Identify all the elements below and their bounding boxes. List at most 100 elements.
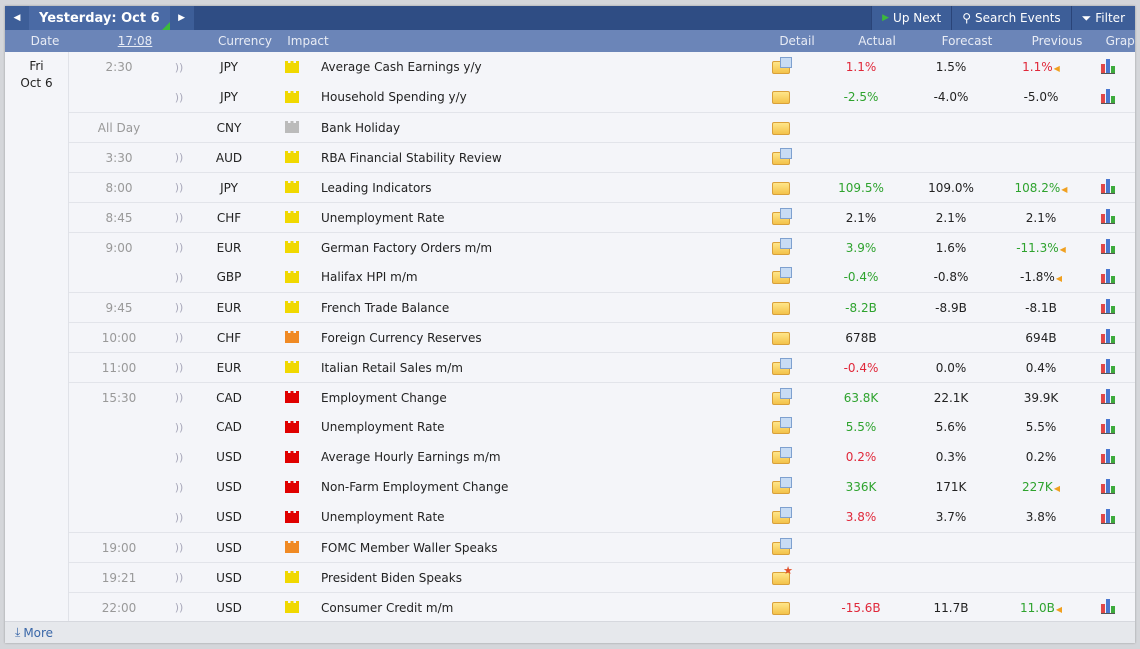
event-title[interactable]: Foreign Currency Reserves	[321, 330, 482, 345]
graph-icon[interactable]	[1101, 239, 1115, 254]
graph-icon[interactable]	[1101, 88, 1115, 104]
up-next-button[interactable]: ▶ Up Next	[871, 6, 952, 30]
graph-icon[interactable]	[1101, 179, 1115, 194]
event-row[interactable]: 11:00 )) EUR Italian Retail Sales m/m -0…	[69, 352, 1135, 382]
detail-folder-icon[interactable]	[772, 207, 792, 225]
impact-holiday-icon[interactable]	[285, 121, 299, 133]
detail-folder-icon[interactable]	[772, 181, 790, 195]
detail-folder-icon[interactable]	[772, 477, 792, 494]
detail-folder-icon[interactable]	[772, 267, 792, 284]
event-row[interactable]: )) CAD Unemployment Rate 5.5% 5.6% 5.5%	[69, 412, 1135, 442]
event-row[interactable]: 19:00 )) USD FOMC Member Waller Speaks	[69, 532, 1135, 562]
detail-folder-icon[interactable]	[772, 147, 792, 165]
event-row[interactable]: All Day CNY Bank Holiday	[69, 112, 1135, 142]
detail-folder-icon[interactable]	[772, 601, 790, 615]
impact-low-icon[interactable]	[285, 301, 299, 313]
revised-arrow-icon[interactable]: ◀	[1059, 244, 1066, 254]
event-row[interactable]: )) USD Unemployment Rate 3.8% 3.7% 3.8%	[69, 502, 1135, 532]
sound-alert-icon[interactable]: ))	[174, 541, 184, 554]
sound-alert-icon[interactable]: ))	[174, 60, 184, 74]
sound-alert-icon[interactable]: ))	[174, 361, 184, 374]
filter-button[interactable]: ⏷ Filter	[1070, 6, 1135, 30]
event-row[interactable]: 9:00 )) EUR German Factory Orders m/m 3.…	[69, 232, 1135, 262]
sound-alert-icon[interactable]: ))	[174, 90, 184, 104]
impact-high-icon[interactable]	[285, 450, 299, 463]
impact-medium-icon[interactable]	[285, 331, 299, 343]
event-title[interactable]: Unemployment Rate	[321, 210, 445, 225]
current-day-tab[interactable]: Yesterday: Oct 6	[29, 6, 170, 30]
graph-icon[interactable]	[1101, 299, 1115, 314]
impact-low-icon[interactable]	[285, 571, 299, 583]
event-title[interactable]: Leading Indicators	[321, 180, 432, 195]
event-title[interactable]: Unemployment Rate	[321, 510, 445, 524]
graph-icon[interactable]	[1101, 448, 1115, 464]
event-title[interactable]: President Biden Speaks	[321, 570, 462, 585]
impact-low-icon[interactable]	[285, 211, 299, 223]
graph-icon[interactable]	[1101, 478, 1115, 494]
event-title[interactable]: Halifax HPI m/m	[321, 270, 418, 284]
sound-alert-icon[interactable]: ))	[174, 601, 184, 614]
impact-medium-icon[interactable]	[285, 541, 299, 553]
detail-folder-icon[interactable]	[772, 564, 793, 585]
detail-folder-icon[interactable]	[772, 447, 792, 464]
detail-folder-icon[interactable]	[772, 537, 792, 555]
graph-icon[interactable]	[1101, 359, 1115, 374]
event-title[interactable]: Bank Holiday	[321, 120, 401, 135]
graph-icon[interactable]	[1101, 58, 1115, 74]
detail-folder-icon[interactable]	[772, 121, 790, 135]
sound-alert-icon[interactable]: ))	[174, 331, 184, 344]
sound-alert-icon[interactable]: ))	[174, 241, 184, 254]
impact-high-icon[interactable]	[285, 510, 299, 523]
graph-icon[interactable]	[1101, 268, 1115, 284]
event-row[interactable]: )) USD Average Hourly Earnings m/m 0.2% …	[69, 442, 1135, 472]
detail-folder-icon[interactable]	[772, 357, 792, 375]
detail-folder-icon[interactable]	[772, 237, 792, 255]
event-title[interactable]: French Trade Balance	[321, 300, 450, 315]
sound-alert-icon[interactable]: ))	[174, 510, 184, 524]
sound-alert-icon[interactable]: ))	[174, 151, 184, 164]
graph-icon[interactable]	[1101, 389, 1115, 404]
event-title[interactable]: German Factory Orders m/m	[321, 240, 493, 255]
revised-arrow-icon[interactable]: ◀	[1055, 604, 1063, 614]
sound-alert-icon[interactable]: ))	[174, 270, 184, 284]
detail-folder-icon[interactable]	[772, 301, 790, 315]
event-title[interactable]: Consumer Credit m/m	[321, 600, 454, 615]
more-button[interactable]: ⤓ More	[5, 621, 1135, 643]
next-day-button[interactable]: ▶	[169, 6, 194, 30]
impact-low-icon[interactable]	[285, 90, 299, 103]
event-title[interactable]: Average Cash Earnings y/y	[321, 60, 482, 74]
impact-low-icon[interactable]	[285, 270, 299, 283]
impact-low-icon[interactable]	[285, 601, 299, 613]
event-row[interactable]: 8:45 )) CHF Unemployment Rate 2.1% 2.1% …	[69, 202, 1135, 232]
event-title[interactable]: Italian Retail Sales m/m	[321, 360, 463, 375]
event-row[interactable]: )) USD Non-Farm Employment Change 336K 1…	[69, 472, 1135, 502]
event-title[interactable]: FOMC Member Waller Speaks	[321, 540, 498, 555]
detail-folder-icon[interactable]	[772, 331, 790, 345]
graph-icon[interactable]	[1101, 209, 1115, 224]
prev-day-button[interactable]: ◀	[5, 6, 29, 30]
sound-alert-icon[interactable]: ))	[174, 420, 184, 434]
event-title[interactable]: Employment Change	[321, 390, 447, 405]
event-row[interactable]: 10:00 )) CHF Foreign Currency Reserves 6…	[69, 322, 1135, 352]
event-row[interactable]: 3:30 )) AUD RBA Financial Stability Revi…	[69, 142, 1135, 172]
revised-arrow-icon[interactable]: ◀	[1053, 64, 1060, 73]
sound-alert-icon[interactable]: ))	[174, 391, 184, 404]
graph-icon[interactable]	[1101, 508, 1115, 524]
event-title[interactable]: Unemployment Rate	[321, 420, 445, 434]
detail-folder-icon[interactable]	[772, 507, 792, 524]
impact-low-icon[interactable]	[285, 241, 299, 253]
event-row[interactable]: 2:30 )) JPY Average Cash Earnings y/y 1.…	[69, 52, 1135, 82]
impact-high-icon[interactable]	[285, 480, 299, 493]
impact-low-icon[interactable]	[285, 361, 299, 373]
sound-alert-icon[interactable]: ))	[174, 211, 184, 224]
impact-low-icon[interactable]	[285, 181, 299, 193]
current-time-link[interactable]: 17:08	[117, 34, 153, 48]
sound-alert-icon[interactable]: ))	[174, 480, 184, 494]
revised-arrow-icon[interactable]: ◀	[1061, 184, 1068, 194]
revised-arrow-icon[interactable]: ◀	[1055, 274, 1062, 283]
graph-icon[interactable]	[1101, 418, 1115, 434]
revised-arrow-icon[interactable]: ◀	[1053, 484, 1060, 493]
event-title[interactable]: RBA Financial Stability Review	[321, 150, 502, 165]
event-title[interactable]: Average Hourly Earnings m/m	[321, 450, 501, 464]
event-row[interactable]: 15:30 )) CAD Employment Change 63.8K 22.…	[69, 382, 1135, 412]
